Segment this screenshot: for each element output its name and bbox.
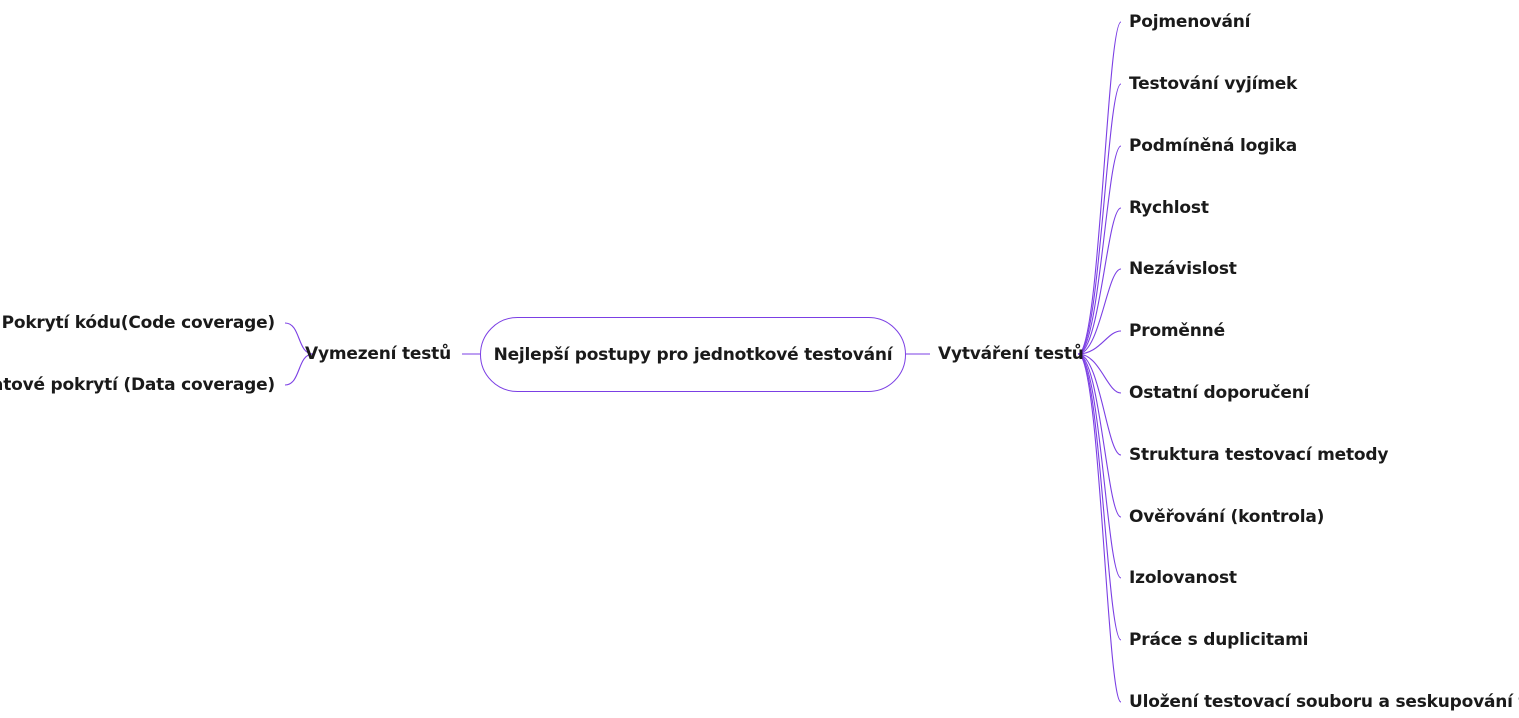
left-subtopic-label: Datové pokrytí (Data coverage) <box>0 375 275 395</box>
right-child-connector <box>1077 207 1122 355</box>
right-subtopic[interactable]: Nezávislost <box>1129 258 1237 280</box>
right-subtopic[interactable]: Testování vyjímek <box>1129 73 1297 95</box>
right-subtopic[interactable]: Rychlost <box>1129 197 1209 219</box>
central-topic[interactable]: Nejlepší postupy pro jednotkové testován… <box>480 317 906 392</box>
right-subtopic[interactable]: Práce s duplicitami <box>1129 629 1308 651</box>
right-subtopic[interactable]: Uložení testovací souboru a seskupování … <box>1129 691 1519 713</box>
left-child-connector <box>284 322 314 355</box>
right-subtopic-label: Testování vyjímek <box>1129 74 1298 94</box>
central-topic-label: Nejlepší postupy pro jednotkové testován… <box>493 344 893 365</box>
right-child-connector <box>1077 330 1122 355</box>
right-child-connector <box>1077 353 1122 579</box>
right-child-connector <box>1077 21 1122 355</box>
right-subtopic[interactable]: Ověřování (kontrola) <box>1129 506 1324 528</box>
right-child-connector <box>1077 268 1122 355</box>
right-subtopic[interactable]: Struktura testovací metody <box>1129 444 1388 466</box>
right-subtopic[interactable]: Ostatní doporučení <box>1129 382 1309 404</box>
left-child-connector <box>284 353 314 386</box>
left-subtopic-label: Pokrytí kódu(Code coverage) <box>1 313 276 333</box>
right-subtopic[interactable]: Podmíněná logika <box>1129 135 1297 157</box>
right-child-connector <box>1077 353 1122 703</box>
right-subtopic-label: Struktura testovací metody <box>1129 445 1389 465</box>
right-subtopic-label: Ověřování (kontrola) <box>1129 507 1325 527</box>
right-subtopic[interactable]: Izolovanost <box>1129 567 1237 589</box>
right-branch-topic[interactable]: Vytváření testů <box>938 343 1084 365</box>
right-child-connector <box>1077 353 1122 456</box>
left-branch-topic[interactable]: Vymezení testů <box>305 343 451 365</box>
right-subtopic-label: Nezávislost <box>1129 259 1237 279</box>
right-subtopic-label: Ostatní doporučení <box>1129 383 1310 403</box>
right-subtopic-label: Uložení testovací souboru a seskupování … <box>1129 692 1519 712</box>
right-child-connector <box>1077 145 1122 355</box>
right-subtopic-label: Izolovanost <box>1129 568 1237 588</box>
right-branch-label: Vytváření testů <box>938 344 1084 364</box>
right-subtopic[interactable]: Proměnné <box>1129 320 1225 342</box>
left-subtopic[interactable]: Datové pokrytí (Data coverage) <box>0 374 275 396</box>
right-subtopic-label: Rychlost <box>1129 198 1209 218</box>
right-subtopic-label: Proměnné <box>1129 321 1225 341</box>
right-subtopic-label: Práce s duplicitami <box>1129 630 1309 650</box>
right-subtopic-label: Pojmenování <box>1129 12 1251 32</box>
right-child-connector <box>1077 83 1122 355</box>
left-branch-label: Vymezení testů <box>305 344 451 364</box>
right-child-connector <box>1077 353 1122 394</box>
right-subtopic-label: Podmíněná logika <box>1129 136 1298 156</box>
right-child-connector <box>1077 353 1122 641</box>
right-child-connector <box>1077 353 1122 518</box>
left-subtopic[interactable]: Pokrytí kódu(Code coverage) <box>1 312 276 334</box>
right-subtopic[interactable]: Pojmenování <box>1129 11 1250 33</box>
